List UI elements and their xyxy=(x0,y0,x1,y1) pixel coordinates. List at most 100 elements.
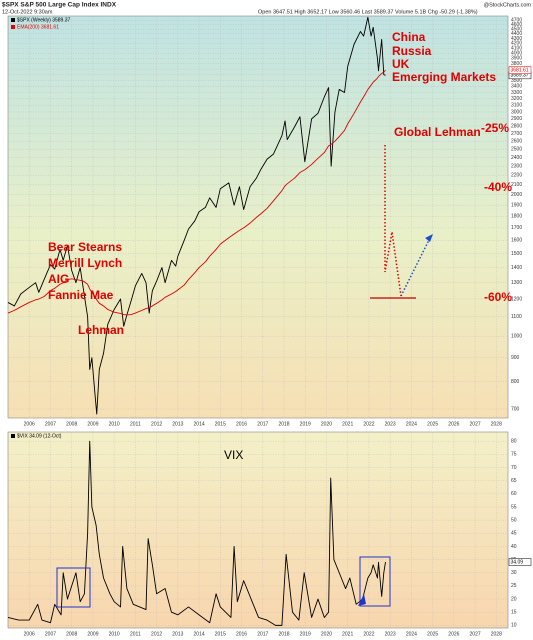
annotation: Global Lehman xyxy=(394,125,481,139)
x-tick-label: 2014 xyxy=(194,421,205,427)
y-tick-label: 4700 xyxy=(511,18,522,24)
y-tick-label: 3800 xyxy=(511,61,522,67)
y-tick-label: 65 xyxy=(511,478,517,484)
annotation: Merrill Lynch xyxy=(48,256,122,270)
y-tick-label: 1500 xyxy=(511,251,522,257)
annotation: VIX xyxy=(224,448,243,462)
x-tick-label: 2024 xyxy=(406,631,417,637)
legend-swatch xyxy=(11,18,15,22)
y-tick-label: 1300 xyxy=(511,280,522,286)
annotation: Bear Stearns xyxy=(48,240,122,254)
vix-box xyxy=(56,567,91,608)
y-tick-label: 15 xyxy=(511,610,517,616)
y-tick-label: 45 xyxy=(511,531,517,537)
y-tick-label: 3500 xyxy=(511,78,522,84)
x-tick-label: 2008 xyxy=(66,421,77,427)
y-tick-label: 2200 xyxy=(511,173,522,179)
annotation: Fannie Mae xyxy=(48,288,114,302)
legend-entry: $SPX (Weekly) 3589.37 xyxy=(17,17,70,23)
y-tick-label: 40 xyxy=(511,544,517,550)
y-tick-label: 30 xyxy=(511,570,517,576)
x-tick-label: 2023 xyxy=(385,421,396,427)
x-tick-label: 2019 xyxy=(300,421,311,427)
projection xyxy=(56,145,433,608)
y-tick-label: 25 xyxy=(511,583,517,589)
x-tick-label: 2012 xyxy=(151,421,162,427)
y-tick-label: 2800 xyxy=(511,123,522,129)
y-tick-label: 60 xyxy=(511,491,517,497)
legend-swatch xyxy=(11,25,15,29)
y-tick-label: 55 xyxy=(511,504,517,510)
y-tick-label: 1100 xyxy=(511,314,522,320)
series-group xyxy=(7,440,386,626)
x-tick-label: 2011 xyxy=(130,421,141,427)
vix-box xyxy=(359,556,391,607)
x-tick-label: 2009 xyxy=(87,631,98,637)
projection-blue xyxy=(400,237,431,297)
plots: 700 800 900 1000 1100 1200 1300 1400 1500 1600 170… xyxy=(7,16,532,637)
y-tick-label: 4100 xyxy=(511,46,522,52)
y-tick-label: 4400 xyxy=(511,31,522,37)
y-tick-label: 900 xyxy=(511,355,520,361)
x-tick-label: 2020 xyxy=(321,631,332,637)
series-line xyxy=(7,16,386,415)
y-tick-label: 4300 xyxy=(511,36,522,42)
x-tick-label: 2028 xyxy=(491,631,502,637)
x-tick-label: 2016 xyxy=(236,631,247,637)
x-tick-label: 2017 xyxy=(257,421,268,427)
x-tick-label: 2020 xyxy=(321,421,332,427)
x-tick-label: 2007 xyxy=(45,631,56,637)
plot-background xyxy=(7,15,509,419)
x-tick-label: 2022 xyxy=(363,631,374,637)
x-tick-label: 2027 xyxy=(470,631,481,637)
chart-title: $SPX S&P 500 Large Cap Index INDX xyxy=(2,2,117,9)
x-tick-label: 2010 xyxy=(109,421,120,427)
x-tick-label: 2024 xyxy=(406,421,417,427)
y-tick-label: 3000 xyxy=(511,109,522,115)
x-tick-label: 2021 xyxy=(342,631,353,637)
y-tick-label: 800 xyxy=(511,379,520,385)
x-tick-label: 2021 xyxy=(342,421,353,427)
arrow-head xyxy=(425,234,433,242)
annotation: Emerging Markets xyxy=(392,70,496,84)
x-tick-label: 2016 xyxy=(236,421,247,427)
x-tick-label: 2026 xyxy=(448,631,459,637)
x-tick-label: 2008 xyxy=(66,631,77,637)
x-tick-label: 2007 xyxy=(45,421,56,427)
y-tick-label: 10 xyxy=(511,623,517,629)
y-tick-label: 3100 xyxy=(511,103,522,109)
y-tick-label: 3400 xyxy=(511,84,522,90)
x-tick-label: 2025 xyxy=(427,631,438,637)
annotation: -40% xyxy=(484,180,512,194)
x-tick-label: 2026 xyxy=(448,421,459,427)
y-tick-label: 50 xyxy=(511,517,517,523)
y-tick-label: 20 xyxy=(511,596,517,602)
y-tick-label: 2000 xyxy=(511,192,522,198)
y-tick-label: 1900 xyxy=(511,203,522,209)
x-tick-label: 2006 xyxy=(24,631,35,637)
quote: Open 3647.51 High 3652.17 Low 3560.46 La… xyxy=(258,9,478,15)
y-tick-label: 2100 xyxy=(511,182,522,188)
annotation: -25% xyxy=(481,121,509,135)
y-tick-label: 3900 xyxy=(511,56,522,62)
y-tick-label: 2400 xyxy=(511,155,522,161)
plot-background xyxy=(7,431,509,629)
series-line xyxy=(7,440,386,626)
x-tick-label: 2011 xyxy=(130,631,141,637)
legend-entry: EMA(200) 3681.61 xyxy=(17,24,59,30)
y-tick-label: 1000 xyxy=(511,334,522,340)
x-tick-label: 2006 xyxy=(24,421,35,427)
vix-arrow xyxy=(358,594,366,606)
x-tick-label: 2009 xyxy=(87,421,98,427)
y-tick-label: 700 xyxy=(511,406,520,412)
series-line xyxy=(7,69,386,316)
y-tick-label: 2600 xyxy=(511,138,522,144)
x-tick-label: 2018 xyxy=(278,421,289,427)
legend-swatch xyxy=(11,434,15,438)
y-tick-label: 2300 xyxy=(511,164,522,170)
x-tick-label: 2018 xyxy=(278,631,289,637)
annotation: Russia xyxy=(392,44,432,58)
y-tick-label: 2900 xyxy=(511,116,522,122)
x-tick-label: 2019 xyxy=(300,631,311,637)
